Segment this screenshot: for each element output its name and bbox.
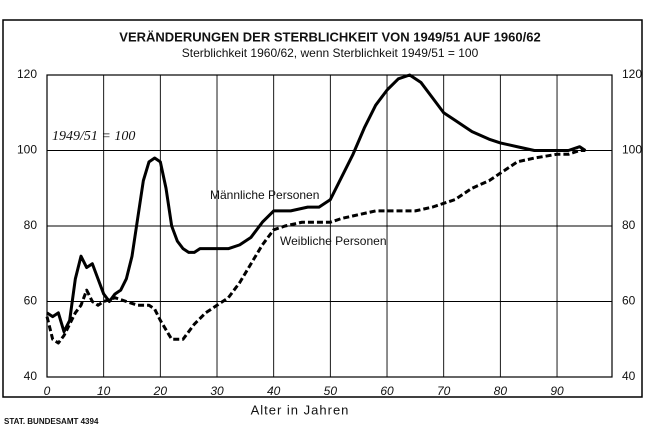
x-tick-label: 60 xyxy=(380,384,394,398)
y2-tick-label: 40 xyxy=(622,369,636,383)
source: STAT. BUNDESAMT 4394 xyxy=(4,417,99,426)
y-tick-label: 120 xyxy=(17,67,37,81)
y-tick-label: 40 xyxy=(24,369,38,383)
x-tick-label: 80 xyxy=(494,384,508,398)
y-tick-label: 60 xyxy=(24,294,38,308)
x-tick-label: 0 xyxy=(44,384,51,398)
y2-tick-label: 80 xyxy=(622,218,636,232)
y2-tick-label: 120 xyxy=(622,67,642,81)
series-label: Weibliche Personen xyxy=(280,234,387,248)
x-tick-label: 50 xyxy=(324,384,338,398)
frame xyxy=(2,19,643,398)
x-tick-label: 10 xyxy=(97,384,111,398)
chart-subtitle: Sterblichkeit 1960/62, wenn Sterblichkei… xyxy=(182,46,479,60)
x-tick-label: 20 xyxy=(153,384,168,398)
x-axis-label: Alter in Jahren xyxy=(251,402,350,417)
y2-tick-label: 60 xyxy=(622,294,636,308)
y-tick-label: 100 xyxy=(17,143,37,157)
annotation: 1949/51 = 100 xyxy=(52,129,135,144)
x-tick-label: 30 xyxy=(210,384,224,398)
line xyxy=(46,73,587,334)
x-tick-label: 70 xyxy=(437,384,451,398)
x-tick-label: 40 xyxy=(267,384,281,398)
y-tick-label: 80 xyxy=(24,218,38,232)
series-label: Männliche Personen xyxy=(210,188,319,202)
chart-title: VERÄNDERUNGEN DER STERBLICHKEIT VON 1949… xyxy=(119,29,540,44)
y2-tick-label: 100 xyxy=(622,143,642,157)
line xyxy=(45,149,586,345)
x-tick-label: 90 xyxy=(550,384,564,398)
